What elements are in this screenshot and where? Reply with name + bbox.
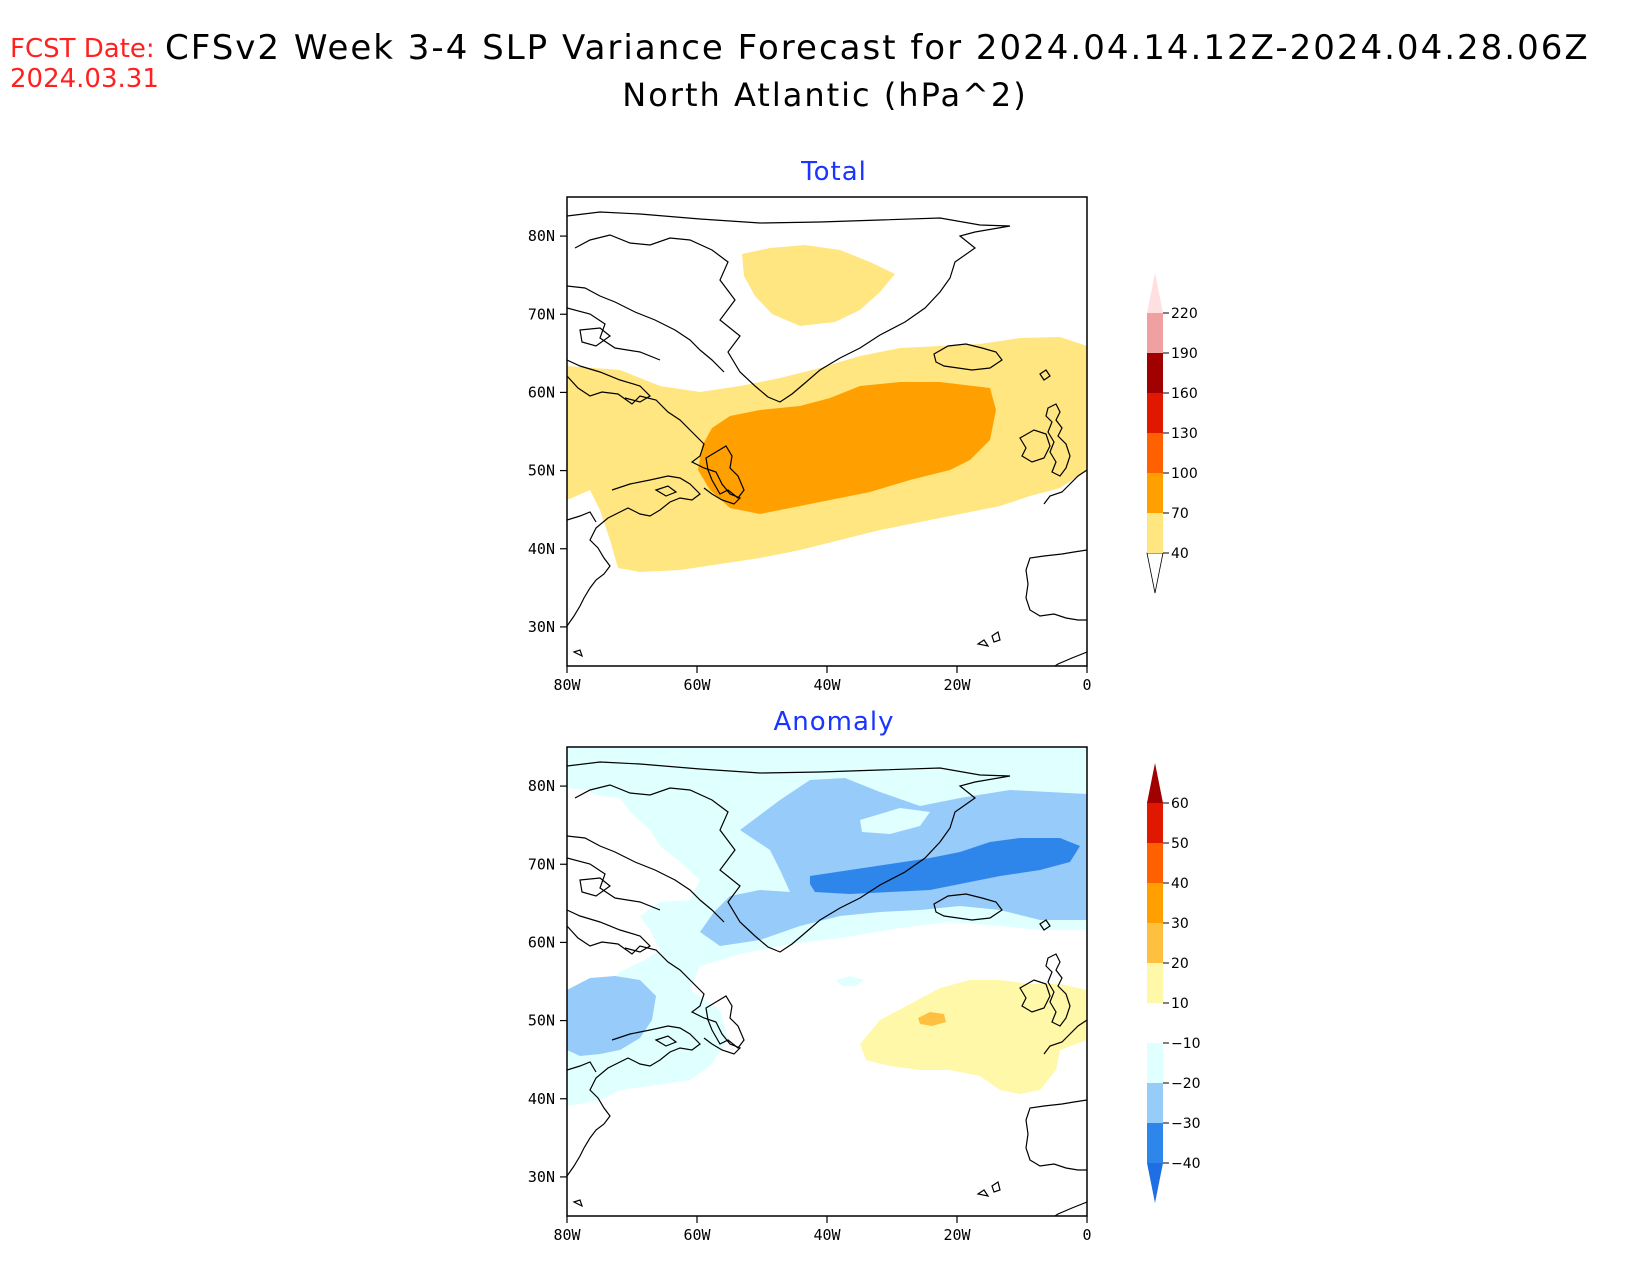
anomaly-contour-minus20-minus30-west	[567, 976, 656, 1056]
panel-title-anomaly: Anomaly	[773, 707, 894, 737]
total-contour-40-70-greenland	[742, 245, 895, 326]
anomaly-colorbar-label: 30	[1171, 916, 1189, 932]
total-colorbar-label: 220	[1171, 306, 1198, 322]
total-lat-tick-label: 70N	[528, 305, 555, 323]
figure-title: CFSv2 Week 3-4 SLP Variance Forecast for…	[165, 28, 1590, 68]
total-colorbar-label: 40	[1171, 546, 1189, 562]
anomaly-colorbar-label: −10	[1171, 1036, 1201, 1052]
panel-title-total: Total	[800, 157, 867, 187]
anomaly-colorbar-swatch	[1147, 1043, 1163, 1083]
anomaly-lat-tick-label: 40N	[528, 1090, 555, 1108]
total-colorbar-label: 100	[1171, 466, 1198, 482]
total-colorbar-swatch	[1147, 353, 1163, 393]
anomaly-colorbar-swatch	[1147, 923, 1163, 963]
total-lon-tick-label: 80W	[553, 676, 581, 694]
anomaly-contour-20-30-spot	[918, 1012, 946, 1026]
total-colorbar-swatch	[1147, 313, 1163, 353]
anomaly-lat-tick-label: 60N	[528, 933, 555, 951]
total-lat-tick-label: 80N	[528, 227, 555, 245]
anomaly-colorbar-swatch	[1147, 883, 1163, 923]
anomaly-lat-tick-label: 70N	[528, 855, 555, 873]
anomaly-map	[567, 747, 1087, 1216]
anomaly-colorbar-label: 40	[1171, 876, 1189, 892]
anomaly-colorbar-swatch	[1147, 1003, 1163, 1043]
total-colorbar-label: 190	[1171, 346, 1198, 362]
anomaly-small-spot	[836, 976, 864, 986]
total-map	[567, 197, 1087, 666]
total-axes: 80N 70N 60N 50N 40N 30N 80W 60W 40W 20W 0	[528, 227, 1092, 694]
anomaly-lon-tick-label: 60W	[683, 1226, 711, 1244]
total-lon-tick-label: 40W	[813, 676, 841, 694]
anomaly-colorbar: −40 −30 −20 −10 10 20 30 40 50 60	[1147, 763, 1201, 1203]
anomaly-axes: 80N 70N 60N 50N 40N 30N 80W 60W 40W 20W 0	[528, 777, 1092, 1244]
total-colorbar-low-end	[1146, 552, 1164, 594]
anomaly-lat-tick-label: 30N	[528, 1168, 555, 1186]
total-colorbar-swatch	[1147, 473, 1163, 513]
anomaly-colorbar-label: 10	[1171, 996, 1189, 1012]
anomaly-lon-tick-label: 40W	[813, 1226, 841, 1244]
anomaly-colorbar-swatch	[1147, 803, 1163, 843]
anomaly-colorbar-label: 50	[1171, 836, 1189, 852]
forecast-date-label: FCST Date:	[10, 34, 155, 64]
anomaly-colorbar-label: −40	[1171, 1156, 1201, 1172]
anomaly-contour-minus20-minus30-north	[700, 778, 1087, 946]
total-contour-70-100-core	[698, 382, 996, 514]
total-lat-tick-label: 50N	[528, 462, 555, 480]
total-lat-tick-label: 40N	[528, 540, 555, 558]
anomaly-colorbar-swatch	[1147, 843, 1163, 883]
anomaly-colorbar-low-end	[1147, 1163, 1163, 1203]
total-colorbar: 40 70 100 130 160 190 220	[1146, 273, 1198, 594]
anomaly-colorbar-label: 60	[1171, 796, 1189, 812]
figure-subtitle: North Atlantic (hPa^2)	[622, 76, 1028, 114]
total-colorbar-swatch	[1147, 393, 1163, 433]
anomaly-colorbar-high-end	[1147, 763, 1163, 803]
total-lon-tick-label: 0	[1082, 676, 1091, 694]
anomaly-contour-minus30-minus40-core	[810, 838, 1080, 894]
total-colorbar-label: 130	[1171, 426, 1198, 442]
anomaly-colorbar-swatch	[1147, 963, 1163, 1003]
anomaly-lon-tick-label: 80W	[553, 1226, 581, 1244]
total-lat-tick-label: 60N	[528, 383, 555, 401]
anomaly-lon-tick-label: 20W	[943, 1226, 971, 1244]
total-colorbar-swatch	[1147, 513, 1163, 553]
total-colorbar-label: 70	[1171, 506, 1189, 522]
anomaly-colorbar-label: 20	[1171, 956, 1189, 972]
total-colorbar-label: 160	[1171, 386, 1198, 402]
total-lon-tick-label: 20W	[943, 676, 971, 694]
anomaly-gap-north	[860, 808, 930, 834]
forecast-date-value: 2024.03.31	[10, 64, 159, 94]
anomaly-lon-tick-label: 0	[1082, 1226, 1091, 1244]
total-lon-tick-label: 60W	[683, 676, 711, 694]
anomaly-colorbar-swatch	[1147, 1083, 1163, 1123]
anomaly-colorbar-label: −30	[1171, 1116, 1201, 1132]
total-colorbar-swatch	[1147, 433, 1163, 473]
anomaly-colorbar-label: −20	[1171, 1076, 1201, 1092]
anomaly-colorbar-swatch	[1147, 1123, 1163, 1163]
anomaly-lat-tick-label: 80N	[528, 777, 555, 795]
anomaly-lat-tick-label: 50N	[528, 1012, 555, 1030]
total-lat-tick-label: 30N	[528, 618, 555, 636]
total-colorbar-high-end	[1147, 273, 1163, 313]
anomaly-contour-10-20-east	[860, 980, 1087, 1094]
